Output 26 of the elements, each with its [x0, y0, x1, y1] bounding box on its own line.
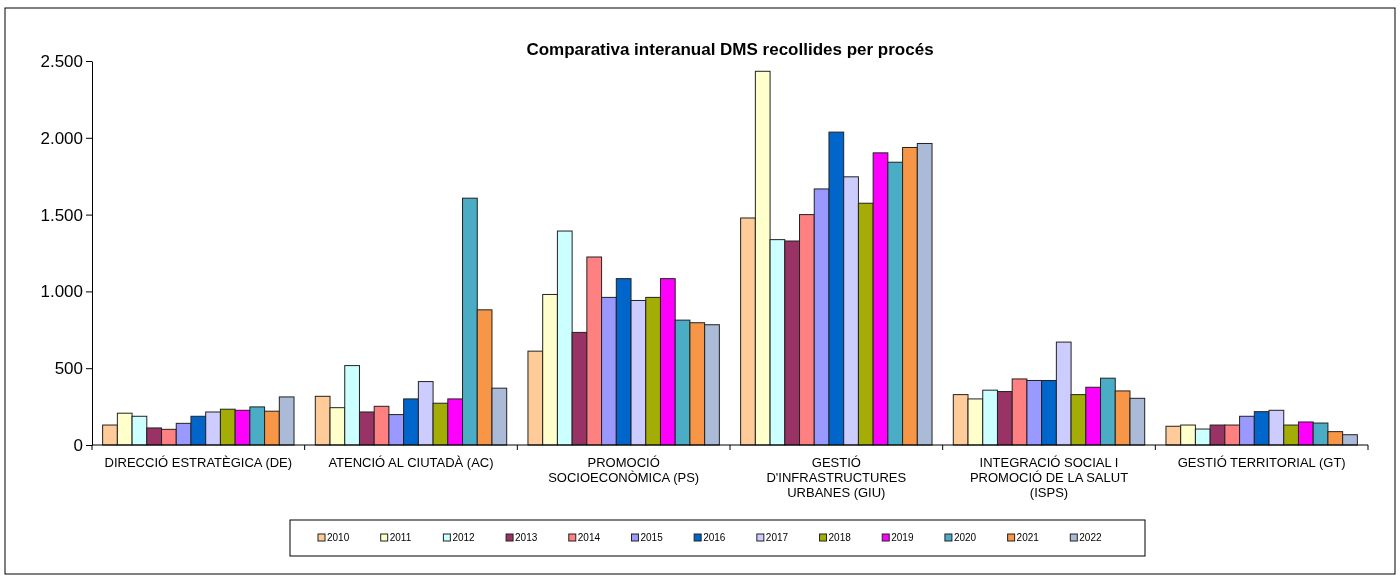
legend-label: 2011: [389, 532, 412, 543]
y-tick-label: 1.000: [40, 282, 83, 302]
x-tick-label: PROMOCIÓ SOCIOECONÒMICA (PS): [548, 455, 700, 485]
y-tick-label: 2.000: [40, 128, 83, 148]
chart-title: Comparativa interanual DMS recollides per procés: [526, 40, 934, 59]
legend-label: 2015: [640, 532, 664, 543]
y-tick-label: 2.500: [40, 51, 83, 71]
x-tick-label: INTEGRACIÓ SOCIAL I PROMOCIÓ DE LA SALUT (ISPS): [969, 455, 1129, 500]
y-tick-label: 0: [73, 435, 83, 455]
legend-label: 2017: [765, 532, 789, 543]
x-tick-label: DIRECCIÓ ESTRATÈGICA (DE): [104, 455, 293, 470]
x-tick-label: GESTIÓ TERRITORIAL (GT): [1177, 455, 1346, 470]
legend-label: 2022: [1079, 532, 1102, 543]
y-tick-label: 1.500: [40, 205, 83, 225]
legend-label: 2018: [828, 532, 852, 543]
legend-label: 2013: [515, 532, 538, 543]
legend-label: 2019: [891, 532, 914, 543]
legend-label: 2021: [1016, 532, 1040, 543]
legend-label: 2014: [577, 532, 601, 543]
legend-label: 2020: [953, 532, 977, 543]
y-tick-label: 500: [54, 359, 83, 379]
legend-label: 2016: [703, 532, 726, 543]
legend-label: 2010: [327, 532, 350, 543]
legend-label: 2012: [452, 532, 476, 543]
x-tick-label: GESTIÓ D'INFRASTRUCTURES URBANES (GIU): [766, 455, 907, 500]
x-tick-label: ATENCIÓ AL CIUTADÀ (AC): [328, 455, 494, 470]
